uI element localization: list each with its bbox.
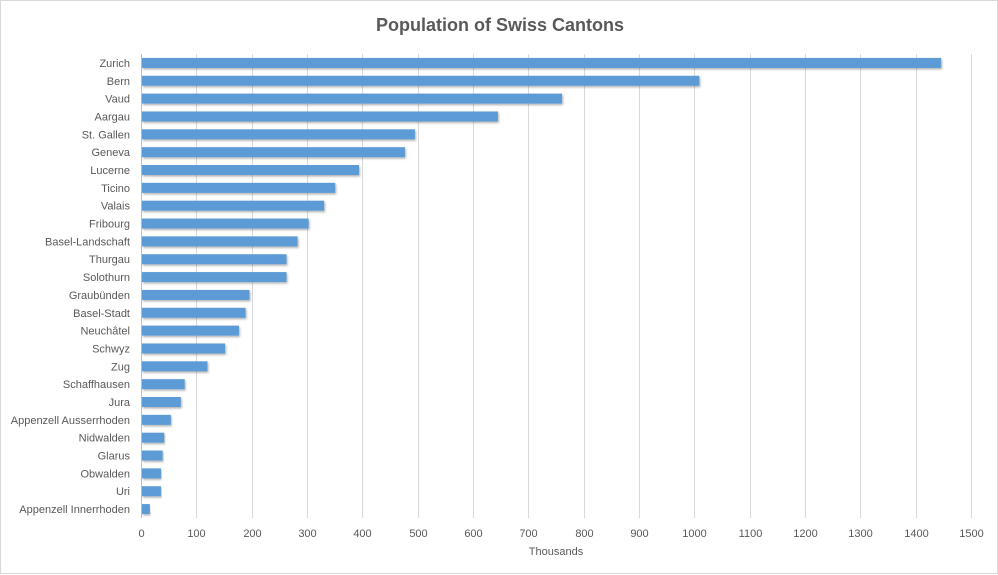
bar	[142, 75, 700, 86]
bar	[142, 165, 360, 175]
x-tick-label: 1400	[904, 528, 928, 540]
category-label: Thurgau	[89, 254, 130, 266]
category-label: Geneva	[91, 147, 130, 159]
category-label: Lucerne	[90, 165, 130, 177]
bar	[142, 289, 250, 300]
bar	[142, 432, 165, 443]
category-label: Graubünden	[69, 290, 130, 302]
x-tick-label: 0	[138, 528, 144, 540]
bar	[142, 111, 498, 122]
bar	[142, 450, 163, 461]
bar	[142, 218, 309, 229]
bar	[142, 379, 185, 390]
x-tick-label: 800	[575, 528, 593, 540]
bar	[142, 504, 150, 515]
category-label: Zurich	[99, 58, 130, 70]
x-tick-label: 900	[630, 528, 648, 540]
category-label: St. Gallen	[82, 129, 130, 141]
category-label: Schwyz	[92, 343, 130, 355]
category-label: Uri	[116, 486, 130, 498]
category-label: Ticino	[101, 183, 130, 195]
bar	[142, 147, 405, 158]
category-label: Obwalden	[80, 468, 130, 480]
category-label: Fribourg	[89, 219, 130, 231]
x-tick-label: 600	[464, 528, 482, 540]
x-axis-title: Thousands	[529, 546, 584, 558]
category-label: Bern	[107, 76, 130, 88]
x-tick-label: 1500	[959, 528, 983, 540]
bar	[142, 236, 298, 247]
bar	[142, 361, 208, 372]
bar	[142, 182, 336, 193]
bar	[142, 468, 161, 479]
x-tick-label: 500	[409, 528, 427, 540]
category-label: Aargau	[95, 111, 130, 123]
bar	[142, 343, 226, 354]
chart-title: Population of Swiss Cantons	[376, 15, 624, 35]
category-label: Schaffhausen	[63, 379, 130, 391]
category-label: Neuchâtel	[80, 326, 130, 338]
x-tick-label: 400	[353, 528, 371, 540]
bar	[142, 397, 181, 407]
bar	[142, 414, 171, 425]
bar	[142, 57, 942, 68]
category-label: Vaud	[105, 94, 130, 106]
category-label: Basel-Stadt	[73, 308, 130, 320]
category-label: Glarus	[98, 451, 131, 463]
category-label: Zug	[111, 361, 130, 373]
x-tick-label: 100	[187, 528, 205, 540]
bar	[142, 254, 287, 265]
category-label: Appenzell Ausserrhoden	[11, 415, 130, 427]
bar	[142, 325, 239, 336]
x-tick-label: 1000	[682, 528, 706, 540]
bar	[142, 307, 246, 318]
category-label: Valais	[101, 201, 131, 213]
category-label: Jura	[109, 397, 131, 409]
x-tick-label: 1100	[739, 528, 763, 540]
category-label: Appenzell Innerrhoden	[19, 504, 130, 516]
x-tick-label: 200	[243, 528, 261, 540]
bar	[142, 129, 415, 140]
bar	[142, 200, 325, 211]
x-tick-label: 700	[519, 528, 537, 540]
bar	[142, 93, 563, 104]
bar	[142, 486, 161, 497]
bar	[142, 272, 287, 283]
x-tick-label: 1300	[848, 528, 872, 540]
category-label: Solothurn	[83, 272, 130, 284]
category-label: Nidwalden	[79, 433, 130, 445]
category-label: Basel-Landschaft	[45, 236, 130, 248]
x-tick-label: 1200	[793, 528, 817, 540]
x-tick-label: 300	[298, 528, 316, 540]
